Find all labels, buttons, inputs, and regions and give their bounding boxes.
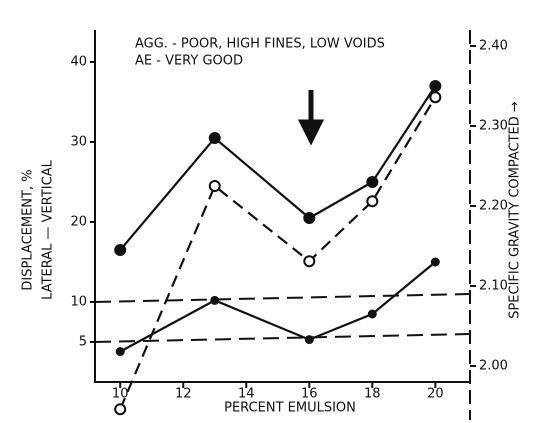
y-tick-label: 10	[70, 295, 87, 310]
y2-tick-label: 2.20	[479, 199, 508, 214]
point	[369, 311, 376, 318]
point	[210, 181, 220, 191]
point	[367, 196, 377, 206]
point	[430, 92, 440, 102]
y2-axis-label: SPECIFIC GRAVITY COMPACTED →	[508, 101, 523, 319]
x-tick-label: 16	[301, 387, 318, 402]
x-tick-label: 20	[427, 387, 444, 402]
reference-line	[95, 294, 470, 302]
y-tick-label: 30	[70, 135, 87, 150]
x-axis-label: PERCENT EMULSION	[224, 401, 356, 416]
x-tick-label: 14	[238, 387, 255, 402]
y-axis-label: DISPLACEMENT, %	[21, 169, 36, 290]
y-tick-label: 5	[79, 335, 87, 350]
annotation: AGG. - POOR, HIGH FINES, LOW VOIDS	[135, 37, 385, 52]
point	[430, 81, 440, 91]
point	[117, 348, 124, 355]
point	[304, 256, 314, 266]
point	[306, 336, 313, 343]
arrow	[302, 90, 320, 140]
point	[432, 259, 439, 266]
point	[304, 213, 314, 223]
point	[115, 245, 125, 255]
y-tick-label: 40	[70, 55, 87, 70]
series-line	[120, 97, 435, 409]
y2-tick-label: 2.40	[479, 39, 508, 54]
point	[367, 177, 377, 187]
x-tick-label: 10	[112, 387, 129, 402]
y-axis-label: LATERAL — VERTICAL	[41, 159, 56, 299]
y2-tick-label: 2.30	[479, 119, 508, 134]
x-tick-label: 12	[175, 387, 192, 402]
x-tick-label: 18	[364, 387, 381, 402]
chart: AGG. - POOR, HIGH FINES, LOW VOIDS AE - …	[0, 0, 537, 423]
point	[210, 133, 220, 143]
point	[211, 297, 218, 304]
series-line	[120, 86, 435, 250]
annotation: AE - VERY GOOD	[135, 54, 243, 69]
y-tick-label: 20	[70, 215, 87, 230]
point	[115, 404, 125, 414]
y2-tick-label: 2.00	[479, 359, 508, 374]
y2-tick-label: 2.10	[479, 279, 508, 294]
